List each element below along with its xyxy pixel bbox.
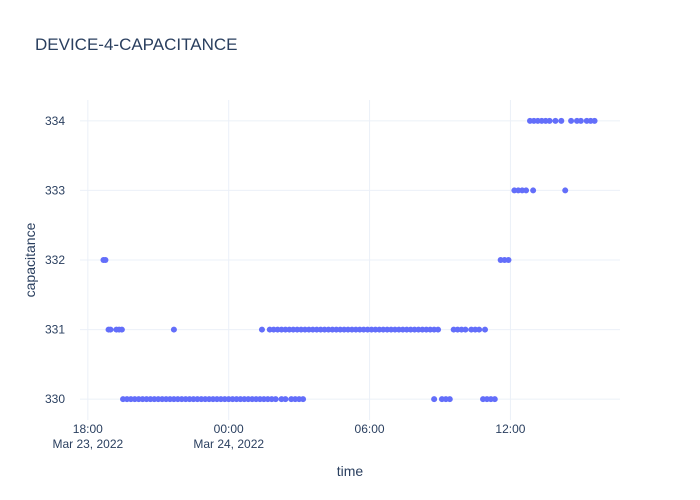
data-point: [102, 257, 109, 263]
data-point: [482, 326, 488, 333]
data-point: [462, 326, 469, 333]
x-tick-sublabel: Mar 23, 2022: [52, 437, 123, 451]
chart-title: DEVICE-4-CAPACITANCE: [35, 35, 237, 54]
y-tick-label: 330: [45, 392, 65, 406]
data-point: [446, 396, 453, 403]
data-point: [562, 187, 569, 194]
x-tick-label: 00:00: [214, 422, 244, 436]
data-point: [476, 326, 483, 333]
data-point: [272, 396, 279, 403]
y-tick-label: 333: [45, 183, 65, 197]
data-point: [577, 117, 584, 124]
data-point: [491, 396, 498, 403]
data-point: [546, 117, 553, 124]
data-point: [118, 326, 125, 333]
y-axis-title: capacitance: [22, 222, 38, 297]
x-tick-label: 12:00: [495, 422, 525, 436]
data-point: [505, 257, 512, 263]
y-tick-label: 331: [45, 323, 65, 337]
x-tick-sublabel: Mar 24, 2022: [193, 437, 264, 451]
data-points: [100, 117, 598, 403]
data-point: [523, 187, 530, 194]
data-point: [558, 117, 565, 124]
data-point: [435, 326, 442, 333]
y-tick-label: 332: [45, 253, 65, 267]
data-point: [282, 396, 289, 403]
data-point: [258, 326, 265, 333]
data-point: [300, 396, 307, 403]
data-point: [530, 187, 537, 194]
x-tick-label: 06:00: [355, 422, 385, 436]
data-point: [552, 117, 559, 124]
data-point: [568, 117, 575, 124]
y-tick-label: 334: [45, 114, 65, 128]
data-point: [107, 326, 114, 333]
data-point: [431, 396, 438, 403]
x-axis-title: time: [337, 463, 364, 479]
x-tick-label: 18:00: [73, 422, 103, 436]
data-point: [170, 326, 177, 333]
data-point: [591, 117, 598, 124]
